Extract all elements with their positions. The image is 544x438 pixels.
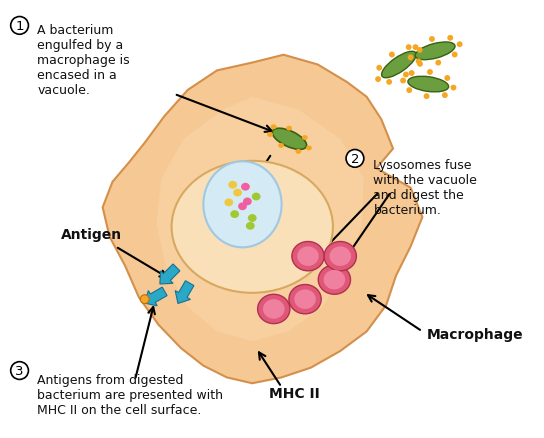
Ellipse shape: [375, 77, 381, 83]
Ellipse shape: [171, 162, 333, 293]
Ellipse shape: [452, 53, 458, 58]
Polygon shape: [103, 56, 422, 383]
Ellipse shape: [246, 223, 255, 230]
Polygon shape: [144, 287, 167, 306]
Ellipse shape: [294, 290, 316, 309]
Ellipse shape: [386, 80, 392, 86]
Ellipse shape: [248, 215, 257, 223]
Ellipse shape: [295, 150, 301, 155]
Ellipse shape: [278, 144, 284, 148]
Text: MHC II: MHC II: [269, 386, 320, 400]
Ellipse shape: [412, 45, 418, 51]
Ellipse shape: [306, 146, 312, 151]
Ellipse shape: [289, 285, 321, 314]
Ellipse shape: [330, 247, 351, 266]
Ellipse shape: [224, 199, 233, 207]
Ellipse shape: [302, 136, 308, 141]
Ellipse shape: [272, 129, 307, 150]
Ellipse shape: [203, 162, 282, 248]
Text: 1: 1: [15, 20, 24, 33]
Ellipse shape: [318, 265, 350, 295]
Ellipse shape: [415, 43, 455, 60]
Ellipse shape: [267, 133, 273, 138]
Ellipse shape: [403, 72, 409, 78]
Ellipse shape: [324, 270, 345, 290]
Ellipse shape: [407, 55, 413, 61]
Text: 2: 2: [351, 152, 359, 166]
Ellipse shape: [233, 189, 242, 197]
Text: A bacterium
engulfed by a
macrophage is
encased in a
vacuole.: A bacterium engulfed by a macrophage is …: [37, 25, 130, 97]
Ellipse shape: [271, 125, 276, 130]
Ellipse shape: [408, 77, 449, 93]
Polygon shape: [160, 265, 180, 284]
Ellipse shape: [376, 66, 382, 71]
Ellipse shape: [406, 45, 412, 51]
Ellipse shape: [429, 37, 435, 43]
Ellipse shape: [230, 211, 239, 219]
Ellipse shape: [381, 52, 416, 78]
Ellipse shape: [444, 76, 450, 82]
Ellipse shape: [252, 193, 261, 201]
Text: Macrophage: Macrophage: [426, 328, 523, 342]
Ellipse shape: [457, 42, 462, 48]
Ellipse shape: [258, 295, 290, 324]
Ellipse shape: [409, 71, 415, 77]
Ellipse shape: [424, 94, 429, 100]
Ellipse shape: [228, 181, 237, 189]
Polygon shape: [157, 98, 364, 342]
Text: Lysosomes fuse
with the vacuole
and digest the
bacterium.: Lysosomes fuse with the vacuole and dige…: [374, 159, 478, 217]
Ellipse shape: [435, 60, 441, 67]
Ellipse shape: [447, 36, 453, 42]
Ellipse shape: [263, 300, 285, 319]
Ellipse shape: [238, 203, 247, 211]
Text: Antigens from digested
bacterium are presented with
MHC II on the cell surface.: Antigens from digested bacterium are pre…: [37, 374, 223, 417]
Ellipse shape: [417, 62, 423, 67]
Ellipse shape: [416, 59, 422, 65]
Text: 3: 3: [15, 364, 24, 377]
Ellipse shape: [389, 53, 395, 58]
Ellipse shape: [406, 88, 412, 94]
Ellipse shape: [450, 85, 456, 91]
Ellipse shape: [241, 184, 250, 191]
Ellipse shape: [243, 198, 252, 206]
Ellipse shape: [417, 48, 423, 54]
Polygon shape: [175, 281, 194, 304]
Ellipse shape: [427, 70, 433, 76]
Ellipse shape: [442, 93, 448, 99]
Ellipse shape: [324, 242, 356, 271]
Ellipse shape: [297, 247, 319, 266]
Text: Antigen: Antigen: [60, 227, 122, 241]
Ellipse shape: [286, 127, 292, 131]
Ellipse shape: [292, 242, 324, 271]
Ellipse shape: [400, 78, 406, 84]
Ellipse shape: [140, 295, 149, 304]
